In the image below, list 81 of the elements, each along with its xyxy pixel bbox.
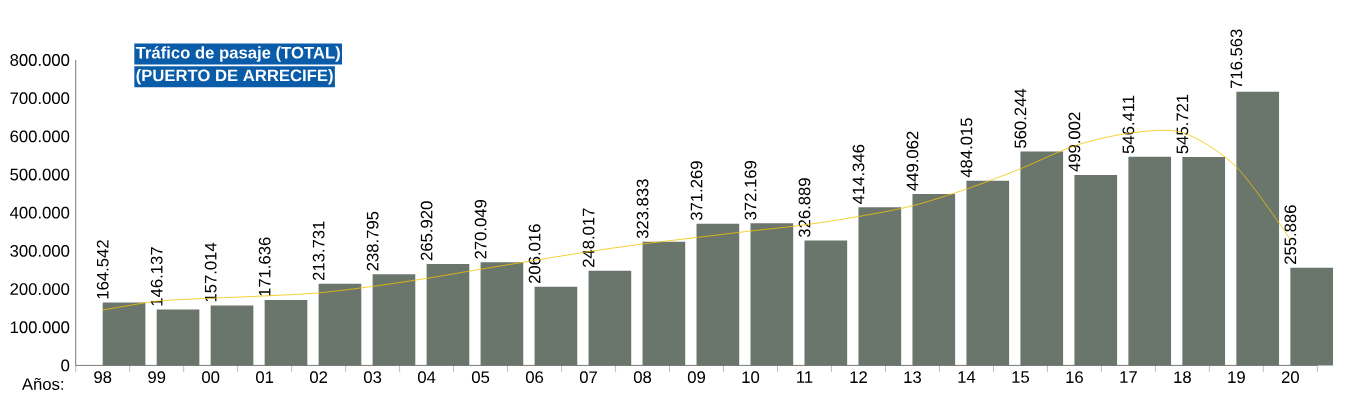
bar: [804, 240, 848, 366]
bar: [426, 263, 470, 366]
y-tick-label: 600.000: [10, 130, 70, 143]
bar: [534, 286, 578, 366]
bar: [1074, 174, 1118, 366]
bar: [372, 274, 416, 366]
text: (PUERTO DE ARRECIFE): [136, 68, 333, 85]
x-tick-label: 14: [958, 371, 976, 383]
x-tick-label: 09: [687, 371, 706, 383]
chart-title: Tráfico de pasaje (TOTAL): [135, 45, 340, 62]
data-label: 146.137: [150, 247, 163, 306]
data-label: 248.017: [582, 208, 595, 267]
x-tick-label: 03: [364, 371, 382, 383]
y-tick-label: 200.000: [10, 282, 70, 295]
x-axis-title: Años:: [21, 377, 64, 390]
x-tick-label: 07: [579, 371, 597, 383]
data-label: 484.015: [960, 117, 973, 178]
bar: [1290, 267, 1334, 366]
x-tick-label: 99: [148, 371, 166, 383]
bar: [264, 299, 308, 366]
x-tick-label: 06: [525, 371, 544, 383]
data-label: 323.833: [636, 179, 649, 239]
x-tick-label: 05: [471, 371, 490, 383]
bar: [858, 207, 902, 366]
data-label: 270.049: [474, 199, 487, 259]
data-label: 171.636: [258, 237, 271, 296]
data-label: 499.002: [1068, 112, 1081, 172]
bar: [1182, 156, 1226, 366]
bar: [156, 309, 200, 366]
data-label: 414.346: [852, 144, 865, 204]
x-tick-label: 12: [850, 371, 867, 383]
bar: [642, 241, 686, 366]
x-tick-label: 20: [1281, 371, 1299, 383]
y-tick-label: 100.000: [10, 321, 70, 333]
y-tick-label: 700.000: [10, 92, 70, 104]
data-label: 371.269: [690, 161, 703, 220]
bar: [750, 223, 794, 366]
data-label: 449.062: [906, 131, 919, 191]
data-label: 164.542: [96, 240, 109, 299]
x-tick-label: 19: [1228, 371, 1245, 383]
bar: [966, 180, 1010, 366]
x-tick-label: 18: [1174, 371, 1191, 383]
x-tick-label: 13: [904, 371, 921, 383]
x-tick-label: 00: [202, 371, 220, 383]
y-tick-label: 0: [61, 359, 70, 372]
data-label: 213.731: [312, 221, 325, 280]
x-tick-label: 02: [310, 371, 328, 383]
x-tick-label: 01: [256, 371, 274, 383]
x-tick-label: 08: [633, 371, 652, 383]
bar: [1128, 156, 1172, 366]
bar: [480, 262, 524, 366]
bar: [102, 302, 146, 366]
x-tick-label: 16: [1066, 371, 1083, 383]
x-tick-label: 11: [797, 371, 813, 383]
data-label: 255.886: [1284, 205, 1297, 264]
x-tick-label: 10: [742, 371, 760, 383]
data-label: 716.563: [1230, 29, 1243, 88]
bar: [1020, 151, 1064, 366]
data-label: 560.244: [1014, 88, 1027, 148]
bar: [318, 283, 362, 366]
bar: [912, 193, 956, 366]
data-label: 265.920: [420, 201, 433, 260]
data-label: 157.014: [204, 242, 217, 302]
bar: [696, 223, 740, 366]
x-tick-label: 04: [417, 371, 436, 383]
y-tick-label: 300.000: [10, 244, 70, 257]
y-tick-label: 500.000: [10, 168, 70, 181]
data-label: 545.721: [1176, 94, 1189, 154]
x-tick-label: 98: [94, 371, 112, 383]
x-tick-label: 17: [1120, 371, 1137, 383]
data-label: 238.795: [366, 211, 379, 271]
bar: [1236, 91, 1280, 366]
y-tick-label: 800.000: [10, 53, 70, 66]
data-label: 326.889: [798, 178, 811, 237]
x-tick-label: 15: [1012, 371, 1029, 383]
data-label: 546.411: [1122, 95, 1135, 154]
bar: [588, 270, 632, 366]
y-tick-label: 400.000: [10, 206, 70, 219]
data-label: 206.016: [528, 224, 541, 283]
data-label: 372.169: [744, 160, 757, 220]
bar: [210, 305, 254, 366]
